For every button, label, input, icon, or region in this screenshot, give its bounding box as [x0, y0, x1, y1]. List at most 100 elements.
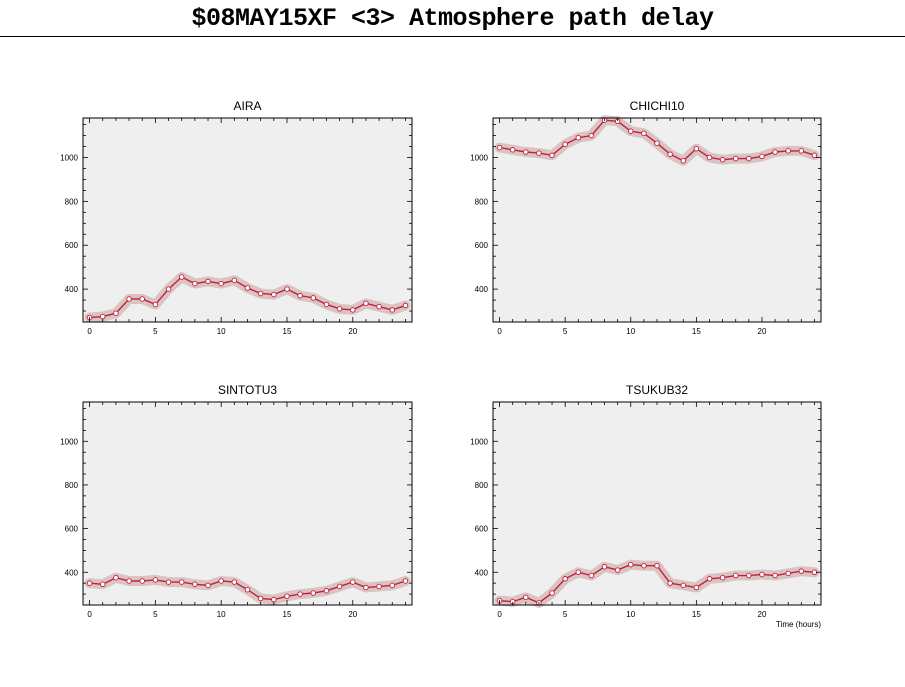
x-tick-label: 5	[153, 610, 158, 619]
data-point	[785, 148, 791, 154]
data-point	[772, 572, 778, 579]
data-point	[523, 149, 529, 155]
data-point	[575, 134, 582, 141]
x-tick-label: 5	[563, 610, 568, 619]
data-point	[178, 274, 185, 280]
x-tick-label: 15	[283, 610, 292, 619]
y-tick-label: 600	[65, 525, 79, 534]
data-point	[363, 300, 369, 307]
x-tick-label: 10	[217, 610, 226, 619]
data-point	[654, 562, 660, 569]
data-point	[641, 562, 647, 569]
data-point	[746, 572, 752, 579]
data-point	[614, 567, 621, 573]
y-tick-label: 800	[65, 197, 79, 206]
x-tick-label: 0	[87, 327, 92, 336]
data-point	[113, 574, 119, 581]
data-point	[706, 576, 713, 582]
page-title: $08MAY15XF <3> Atmosphere path delay	[191, 4, 714, 33]
data-point	[310, 295, 317, 301]
data-point	[336, 306, 343, 312]
data-point	[126, 578, 132, 584]
data-point	[693, 145, 700, 152]
data-point	[257, 290, 264, 297]
y-tick-label: 600	[475, 241, 489, 250]
data-point	[99, 581, 106, 588]
x-tick-label: 10	[626, 610, 635, 619]
data-point	[667, 151, 673, 157]
data-point	[284, 286, 290, 292]
data-point	[759, 571, 765, 578]
data-point	[667, 580, 673, 586]
data-point	[139, 578, 145, 584]
x-tick-label: 20	[348, 327, 357, 336]
data-point	[297, 591, 303, 597]
data-point	[402, 302, 409, 309]
data-point	[693, 584, 700, 591]
data-point	[680, 158, 686, 164]
y-tick-label: 400	[65, 285, 79, 294]
data-point	[152, 301, 159, 308]
data-point	[389, 307, 396, 313]
y-tick-label: 400	[475, 285, 489, 294]
data-point	[719, 574, 726, 581]
data-point	[257, 595, 264, 602]
y-tick-label: 1000	[60, 153, 78, 162]
data-point	[389, 582, 396, 589]
data-point	[575, 569, 582, 576]
chart-title: SINTOTU3	[218, 383, 277, 397]
data-point	[798, 568, 805, 574]
data-point	[798, 148, 805, 154]
data-point	[562, 141, 568, 148]
y-tick-label: 800	[475, 197, 489, 206]
y-tick-label: 600	[65, 241, 79, 250]
chart-panel-3: 0 5 10 15 20 400 600 800 1000 TSUKUB32 Time (hours…	[470, 383, 822, 629]
data-point	[350, 307, 356, 313]
data-point	[336, 583, 343, 590]
data-point	[549, 590, 555, 596]
x-tick-label: 15	[692, 610, 701, 619]
data-point	[588, 572, 595, 579]
data-point	[126, 296, 132, 302]
data-point	[759, 153, 765, 160]
x-tick-label: 10	[626, 327, 635, 336]
chart-panel-1: 0 5 10 15 20 400 600 800 1000 CHICHI10	[470, 99, 822, 336]
y-tick-label: 1000	[470, 437, 488, 446]
chart-panel-2: 0 5 10 15 20 400 600 800 1000 SINTOTU3	[60, 383, 413, 619]
data-point	[376, 583, 382, 590]
data-point	[654, 140, 660, 146]
data-point	[205, 278, 211, 285]
data-point	[601, 564, 608, 570]
data-point	[363, 584, 369, 591]
x-axis-label: Time (hours)	[776, 620, 821, 629]
data-point	[562, 576, 568, 582]
chart-title: AIRA	[233, 99, 261, 113]
data-point	[192, 581, 198, 588]
x-tick-label: 20	[758, 610, 767, 619]
data-point	[706, 154, 713, 161]
data-point	[218, 280, 224, 287]
data-point	[231, 579, 238, 585]
data-point	[628, 561, 634, 568]
data-point	[165, 579, 172, 585]
y-tick-label: 1000	[470, 153, 488, 162]
data-point	[680, 582, 686, 589]
x-tick-label: 0	[87, 610, 92, 619]
data-point	[350, 579, 356, 585]
data-point	[732, 155, 739, 162]
chart-title: CHICHI10	[630, 99, 685, 113]
data-point	[323, 301, 330, 308]
data-point	[139, 296, 145, 302]
data-point	[271, 291, 277, 298]
data-point	[376, 303, 382, 310]
data-point	[523, 594, 529, 601]
chart-title: TSUKUB32	[626, 383, 688, 397]
data-point	[588, 132, 595, 139]
data-point	[509, 147, 516, 153]
data-point	[719, 156, 726, 163]
data-point	[496, 144, 503, 151]
data-point	[231, 277, 238, 284]
data-point	[218, 578, 224, 584]
chart-panel-0: 0 5 10 15 20 400 600 800 1000 AIRA	[60, 99, 413, 336]
data-point	[244, 285, 251, 291]
